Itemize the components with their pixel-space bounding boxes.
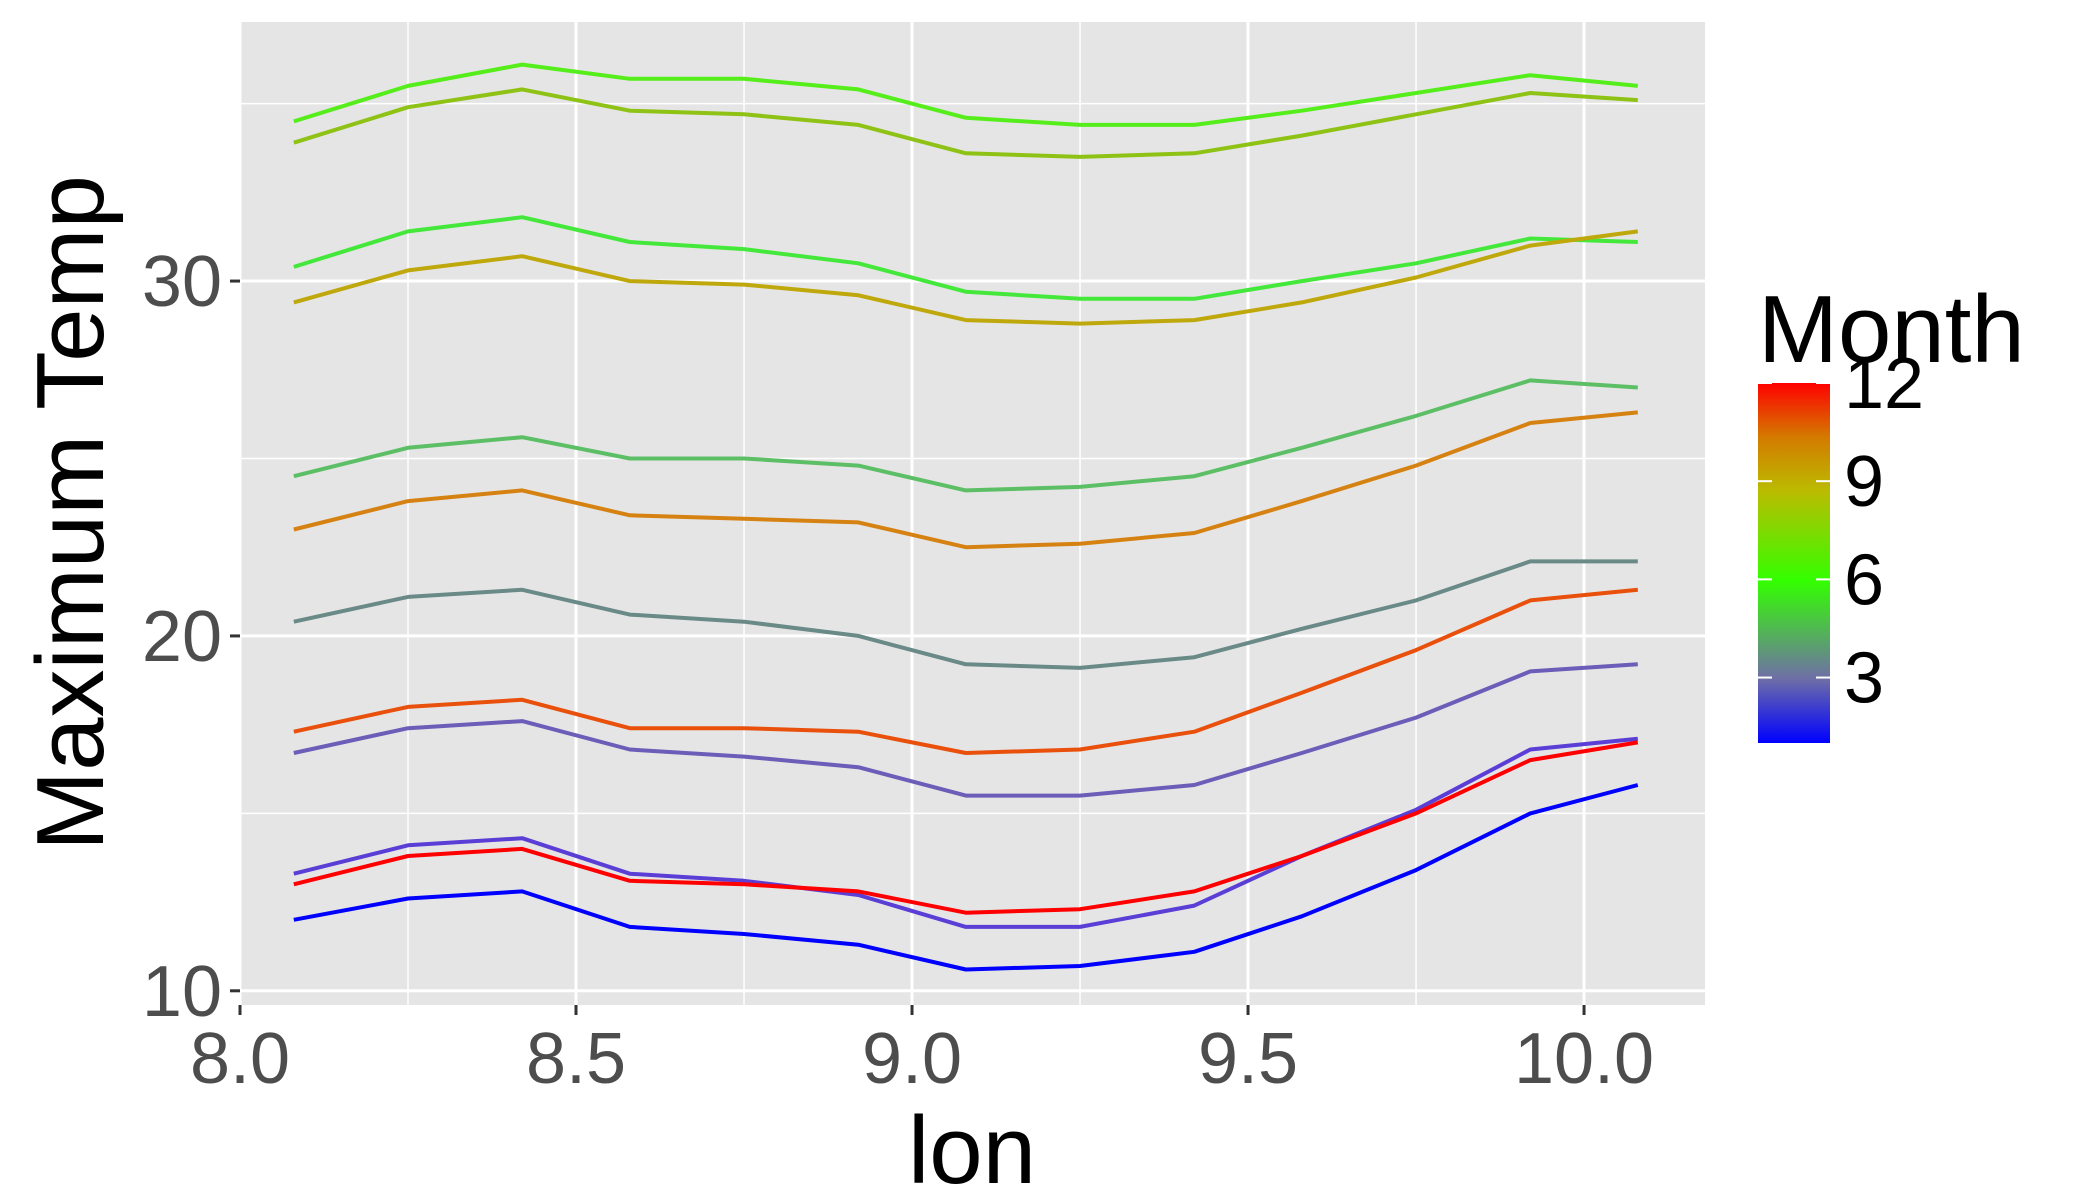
- series-line-month-12: [293, 740, 1639, 915]
- series-line-month-1: [293, 783, 1639, 972]
- legend-tick-label: 6: [1844, 540, 1884, 620]
- series-line-month-4: [293, 559, 1638, 670]
- grid-major: [238, 22, 1705, 1005]
- series-line-month-2: [293, 736, 1638, 929]
- legend-colorbar: [1758, 383, 1830, 743]
- x-tick-label: 10.0: [1514, 1019, 1654, 1099]
- plot-panel: [240, 22, 1705, 1005]
- series-line-month-5: [293, 378, 1638, 493]
- series-line-month-11: [293, 587, 1638, 755]
- y-tick-label: 20: [142, 597, 222, 677]
- x-axis-ticks: 8.0 8.5 9.0 9.5 10.0: [190, 1005, 1654, 1099]
- series-line-month-8: [293, 87, 1638, 159]
- series-line-month-10: [293, 410, 1638, 550]
- legend-tick-label: 12: [1844, 344, 1924, 424]
- x-axis-title: lon: [908, 1097, 1036, 1200]
- y-axis-ticks: 10 20 30: [142, 242, 240, 1032]
- legend-ticks: 3 6 9 12: [1758, 344, 1924, 719]
- legend-tick-label: 9: [1844, 442, 1884, 522]
- y-axis-title: Maximum Temp: [17, 175, 124, 851]
- y-tick-label: 30: [142, 242, 222, 322]
- x-tick-label: 9.5: [1198, 1019, 1298, 1099]
- y-tick-label: 10: [142, 952, 222, 1032]
- legend-tick-label: 3: [1844, 639, 1884, 719]
- series-line-month-3: [293, 662, 1638, 798]
- legend: Month 3 6 9 12: [1758, 276, 2025, 743]
- series-line-month-7: [293, 62, 1638, 127]
- grid-minor: [240, 22, 1705, 1005]
- x-tick-label: 8.5: [526, 1019, 626, 1099]
- x-tick-label: 8.0: [190, 1019, 290, 1099]
- series-lines: [293, 62, 1639, 972]
- series-line-month-6: [293, 215, 1638, 301]
- legend-title: Month: [1758, 276, 2025, 383]
- series-line-month-9: [293, 229, 1639, 326]
- x-tick-label: 9.0: [862, 1019, 962, 1099]
